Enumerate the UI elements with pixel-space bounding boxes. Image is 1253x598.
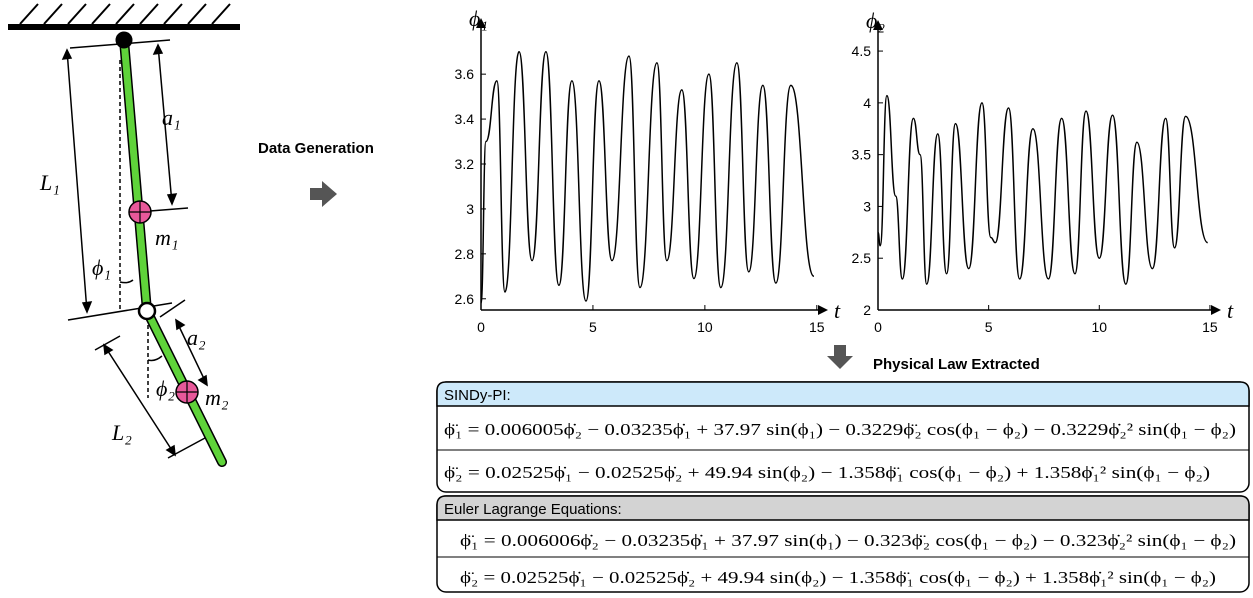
y-tick-label: 2 xyxy=(863,302,871,318)
diagram-label: ϕ₂ xyxy=(156,376,175,401)
equation-box: Euler Lagrange Equations: ϕ̈₁ = 0.006006… xyxy=(436,495,1250,593)
equation: ϕ̈₂ = 0.02525ϕ̇₁ − 0.02525ϕ̇₂ + 49.94 si… xyxy=(444,463,1210,482)
y-tick-label: 2.5 xyxy=(852,250,872,266)
x-axis-label: t xyxy=(1227,298,1234,323)
equation: ϕ̈₁ = 0.006005ϕ̇₂ − 0.03235ϕ̇₁ + 37.97 s… xyxy=(444,420,1236,439)
equation: ϕ̈₁ = 0.006006ϕ̇₂ − 0.03235ϕ̇₁ + 37.97 s… xyxy=(460,531,1236,550)
y-tick-label: 3 xyxy=(466,201,474,217)
diagram-label: a₁ xyxy=(162,105,181,130)
diagram-label: m₂ xyxy=(205,385,229,410)
y-tick-label: 2.6 xyxy=(455,291,475,307)
arrow xyxy=(827,345,853,369)
arrow xyxy=(310,181,337,207)
step-label: Data Generation xyxy=(258,140,374,157)
x-tick-label: 15 xyxy=(1202,319,1218,335)
x-tick-label: 5 xyxy=(985,319,993,335)
diagram-label: L₁ xyxy=(39,170,60,195)
y-tick-label: 2.8 xyxy=(455,246,475,262)
y-axis-label: ϕ₂ xyxy=(866,8,885,33)
equation: ϕ̈₂ = 0.02525ϕ̇₁ − 0.02525ϕ̇₂ + 49.94 si… xyxy=(460,568,1216,587)
y-tick-label: 4.5 xyxy=(852,43,872,59)
diagram-label: m₁ xyxy=(155,225,179,250)
x-tick-label: 15 xyxy=(809,319,825,335)
y-tick-label: 3.6 xyxy=(455,66,475,82)
pendulum-diagram xyxy=(8,3,240,467)
y-tick-label: 3.4 xyxy=(455,111,475,127)
diagram-label: L₂ xyxy=(111,420,132,445)
axis-arrow xyxy=(873,20,883,30)
equation-box: SINDy-PI: ϕ̈₁ = 0.006005ϕ̇₂ − 0.03235ϕ̇₁… xyxy=(436,381,1250,493)
x-tick-label: 10 xyxy=(1092,319,1108,335)
y-tick-label: 3.2 xyxy=(455,156,475,172)
y-tick-label: 3 xyxy=(863,198,871,214)
y-tick-label: 4 xyxy=(863,95,871,111)
equation-title: SINDy-PI: xyxy=(444,387,511,404)
step-label: Physical Law Extracted xyxy=(873,356,1040,373)
y-axis-label: ϕ₁ xyxy=(469,6,488,31)
x-axis-label: t xyxy=(834,298,841,323)
axis-arrow xyxy=(476,18,486,28)
data-line xyxy=(877,94,1209,285)
data-line xyxy=(480,50,815,305)
axis-arrow xyxy=(818,305,828,315)
x-tick-label: 10 xyxy=(697,319,713,335)
y-tick-label: 3.5 xyxy=(852,147,872,163)
diagram-label: a₂ xyxy=(187,325,206,350)
axis-arrow xyxy=(1211,305,1221,315)
x-tick-label: 5 xyxy=(589,319,597,335)
x-tick-label: 0 xyxy=(874,319,882,335)
equation-title: Euler Lagrange Equations: xyxy=(444,501,622,518)
diagram-label: ϕ₁ xyxy=(92,255,111,280)
x-tick-label: 0 xyxy=(477,319,485,335)
